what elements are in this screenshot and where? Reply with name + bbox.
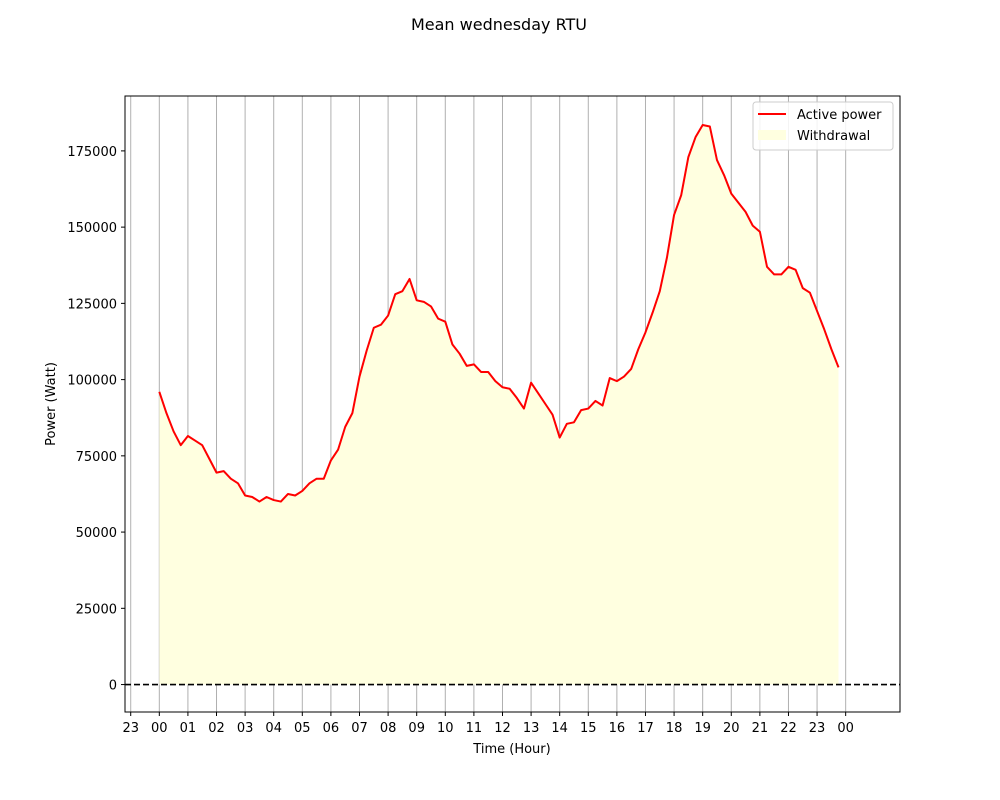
legend-label-active-power: Active power [797, 108, 882, 123]
y-tick-label: 25000 [76, 602, 117, 617]
x-tick-label: 06 [323, 721, 340, 736]
x-tick-label: 02 [208, 721, 225, 736]
active-power-line-layer [158, 123, 840, 503]
x-tick-label: 08 [380, 721, 397, 736]
y-tick-label: 75000 [76, 450, 117, 465]
x-tick-label: 10 [437, 721, 454, 736]
legend-box [752, 101, 894, 151]
y-tick-label: 100000 [67, 374, 117, 389]
x-tick-label: 14 [551, 721, 568, 736]
x-tick-label: 07 [351, 721, 368, 736]
x-tick-label: 01 [180, 721, 197, 736]
legend-label-withdrawal: Withdrawal [797, 129, 870, 144]
x-tick-label: 11 [466, 721, 483, 736]
plot-frame [124, 95, 901, 713]
withdrawal-area [159, 124, 839, 685]
x-tick-label: 05 [294, 721, 311, 736]
x-tick-label: 23 [809, 721, 826, 736]
x-tick-label: 12 [494, 721, 511, 736]
x-tick-label: 23 [122, 721, 139, 736]
y-tick-label: 125000 [67, 297, 117, 312]
x-tick-label: 22 [780, 721, 797, 736]
y-tick-label: 50000 [76, 526, 117, 541]
y-tick-label: 175000 [67, 145, 117, 160]
x-tick-label: 15 [580, 721, 597, 736]
chart-title: Mean wednesday RTU [411, 15, 587, 34]
x-tick-label: 18 [666, 721, 683, 736]
x-tick-label: 13 [523, 721, 540, 736]
x-tick-label: 21 [752, 721, 769, 736]
x-axis-ticks: 23 00 01 02 03 04 05 06 07 08 09 10 11 12 13 14 15 16 17 18… [122, 712, 854, 736]
y-axis-label: Power (Watt) [44, 362, 59, 446]
x-tick-label: 09 [408, 721, 425, 736]
x-tick-label: 16 [609, 721, 626, 736]
x-tick-label: 00 [151, 721, 168, 736]
x-axis-label: Time (Hour) [472, 742, 550, 757]
x-tick-label: 20 [723, 721, 740, 736]
legend: Active power Withdrawal [752, 101, 894, 151]
x-tick-label: 03 [237, 721, 254, 736]
x-tick-label: 00 [837, 721, 854, 736]
y-tick-label: 0 [109, 679, 117, 694]
withdrawal-area-layer [159, 124, 839, 685]
y-tick-label: 150000 [67, 221, 117, 236]
y-axis-ticks: 0 25000 50000 75000 100000 125000 150000 175000 [67, 145, 125, 694]
x-tick-label: 19 [694, 721, 711, 736]
x-tick-label: 04 [265, 721, 282, 736]
legend-fill-swatch [758, 130, 786, 140]
x-tick-label: 17 [637, 721, 654, 736]
active-power-line [158, 123, 840, 503]
